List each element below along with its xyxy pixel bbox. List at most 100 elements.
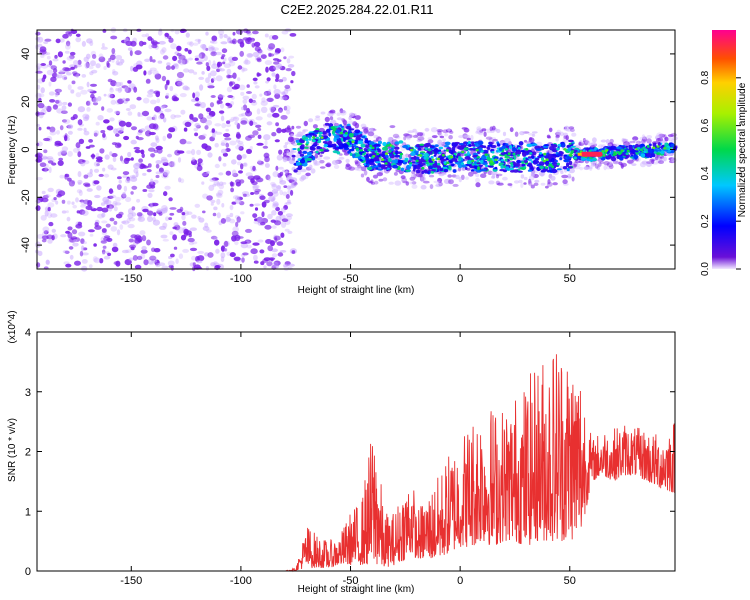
noise-point <box>242 252 249 256</box>
noise-point <box>134 264 142 270</box>
noise-point <box>123 157 130 164</box>
noise-point <box>62 101 68 106</box>
noise-point <box>150 185 156 189</box>
signal-point <box>355 136 361 141</box>
noise-point <box>265 174 271 181</box>
noise-point <box>217 94 225 98</box>
signal-halo-point <box>282 152 287 157</box>
signal-point <box>515 162 520 167</box>
signal-peak-point <box>430 155 434 159</box>
noise-point <box>254 85 260 89</box>
signal-point <box>522 152 527 157</box>
noise-point <box>189 227 197 231</box>
signal-point <box>451 163 455 167</box>
noise-point <box>286 125 291 130</box>
noise-point <box>119 155 124 162</box>
noise-point <box>256 217 263 224</box>
y-tick-label: -40 <box>20 237 32 253</box>
noise-point <box>181 212 186 216</box>
noise-point <box>134 50 142 56</box>
noise-point <box>196 149 202 155</box>
signal-halo-point <box>455 174 460 180</box>
signal-halo-point <box>430 127 438 133</box>
noise-point <box>224 137 232 141</box>
noise-point <box>194 203 201 208</box>
signal-point <box>534 157 540 161</box>
noise-point <box>125 121 132 128</box>
signal-halo-point <box>496 128 501 134</box>
noise-point <box>252 184 260 189</box>
noise-point <box>232 38 237 45</box>
signal-peak-point <box>643 150 647 154</box>
signal-peak-point <box>490 160 494 163</box>
y-tick-label: 2 <box>25 447 31 459</box>
noise-point <box>284 84 291 89</box>
noise-point <box>278 63 283 70</box>
signal-point <box>486 156 491 161</box>
signal-halo-point <box>568 126 575 130</box>
noise-point <box>161 205 168 212</box>
signal-point <box>458 142 465 146</box>
noise-point <box>279 250 287 253</box>
signal-halo-point <box>363 128 369 134</box>
noise-point <box>197 39 201 44</box>
signal-halo-point <box>571 132 577 137</box>
signal-halo-point <box>293 182 298 186</box>
signal-point <box>657 142 661 147</box>
signal-point <box>639 143 646 148</box>
noise-point <box>193 71 198 75</box>
signal-halo-point <box>605 139 610 144</box>
noise-point <box>121 249 129 254</box>
noise-point <box>202 44 207 51</box>
signal-halo-point <box>528 137 535 143</box>
noise-point <box>233 256 241 261</box>
signal-peak-point <box>523 166 527 169</box>
noise-point <box>144 58 151 62</box>
noise-point <box>148 147 156 152</box>
noise-point <box>89 233 94 237</box>
noise-point <box>64 250 70 254</box>
signal-halo-point <box>420 176 426 182</box>
noise-point <box>147 163 152 168</box>
signal-halo-point <box>367 131 375 137</box>
noise-point <box>64 173 70 178</box>
noise-point <box>160 171 167 175</box>
noise-point <box>137 111 141 117</box>
noise-point <box>81 210 89 217</box>
noise-point <box>156 208 163 213</box>
signal-point <box>395 150 399 155</box>
noise-point <box>285 213 293 218</box>
signal-halo-point <box>535 141 543 147</box>
signal-peak-point <box>504 158 508 162</box>
noise-point <box>179 28 187 33</box>
noise-point <box>109 87 114 93</box>
noise-point <box>36 66 41 71</box>
signal-point <box>481 155 487 160</box>
noise-point <box>173 246 178 250</box>
signal-peak-point <box>346 141 350 145</box>
noise-point <box>210 199 216 204</box>
noise-point <box>271 253 278 258</box>
signal-halo-point <box>523 176 528 181</box>
signal-point <box>520 149 525 153</box>
noise-point <box>169 161 175 168</box>
signal-point <box>416 165 421 170</box>
noise-point <box>155 145 163 151</box>
noise-point <box>122 97 126 101</box>
signal-halo-point <box>366 176 370 182</box>
noise-point <box>265 80 269 84</box>
signal-point <box>646 152 652 157</box>
noise-point <box>223 63 231 68</box>
noise-point <box>217 61 221 68</box>
signal-halo-point <box>338 153 343 156</box>
noise-point <box>124 86 129 93</box>
noise-point <box>171 65 175 70</box>
signal-point <box>532 159 538 165</box>
noise-point <box>69 254 74 260</box>
signal-halo-point <box>438 181 443 187</box>
noise-point <box>115 133 120 137</box>
signal-peak-point <box>573 156 577 159</box>
noise-point <box>232 72 237 79</box>
noise-point <box>271 198 275 203</box>
noise-point <box>215 131 223 135</box>
